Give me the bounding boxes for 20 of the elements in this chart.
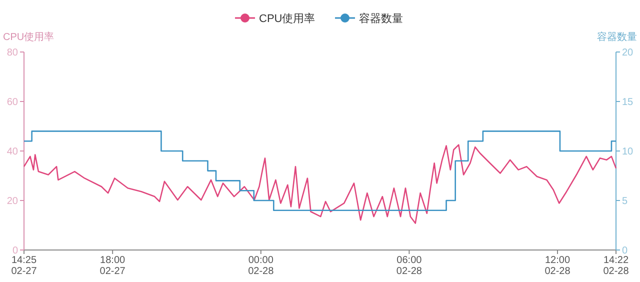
y2-tick-label: 15 bbox=[622, 97, 634, 108]
y-tick-label: 80 bbox=[6, 48, 18, 58]
y-tick-label: 40 bbox=[6, 146, 18, 158]
x-tick-label: 14:25 02-27 bbox=[11, 255, 38, 277]
y2-tick-label: 20 bbox=[622, 48, 634, 58]
legend-label: 容器数量 bbox=[359, 12, 403, 25]
legend-label: CPU使用率 bbox=[259, 12, 316, 25]
x-tick-label: 18:00 02-27 bbox=[100, 255, 126, 277]
y-tick-label: 20 bbox=[6, 196, 18, 207]
y2-tick-label: 0 bbox=[622, 246, 628, 256]
y-tick-label: 60 bbox=[6, 97, 18, 108]
y2-tick-label: 10 bbox=[622, 146, 634, 158]
y-axis-title: CPU使用率 bbox=[3, 31, 54, 43]
y2-tick-label: 5 bbox=[622, 196, 628, 207]
x-tick-label: 14:22 02-28 bbox=[603, 255, 630, 277]
x-tick-label: 12:00 02-28 bbox=[544, 255, 571, 277]
x-tick-label: 00:00 02-28 bbox=[248, 255, 274, 277]
y-tick-label: 0 bbox=[12, 246, 18, 256]
y2-axis-title: 容器数量 bbox=[597, 31, 637, 43]
x-tick-label: 06:00 02-28 bbox=[396, 255, 422, 277]
